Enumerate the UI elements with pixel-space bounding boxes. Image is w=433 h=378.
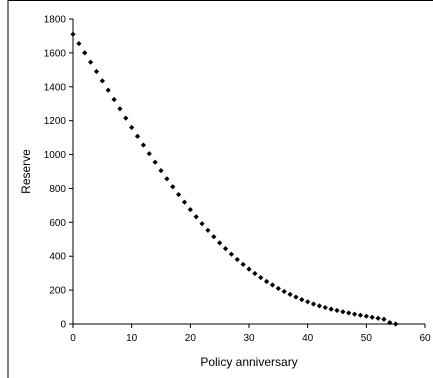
data-point [193, 214, 199, 220]
x-tick-label: 60 [419, 333, 431, 344]
data-point [322, 304, 328, 311]
data-point [258, 274, 264, 281]
x-tick-label: 30 [243, 333, 255, 344]
data-point [310, 301, 317, 307]
data-point [134, 133, 141, 139]
data-point [340, 309, 346, 315]
x-tick-label: 50 [361, 333, 373, 344]
x-tick-label: 20 [185, 333, 197, 344]
data-point [281, 288, 287, 295]
data-point [187, 207, 193, 213]
y-tick-label: 800 [49, 184, 66, 195]
data-point [264, 278, 270, 285]
data-point [299, 297, 305, 303]
data-point [363, 313, 369, 319]
data-point [99, 78, 105, 84]
data-point [170, 184, 176, 190]
data-point [252, 270, 258, 277]
data-point [293, 294, 299, 300]
axes: 0 200 400 600 800 1000 1200 1400 1600 1800 0 10 20 30… [44, 15, 431, 345]
data-point [211, 234, 217, 240]
data-point [228, 251, 234, 257]
data-point [316, 303, 322, 309]
data-point [334, 307, 340, 314]
data-point [181, 199, 188, 205]
data-point [234, 256, 240, 263]
data-point [240, 261, 246, 267]
data-point [287, 291, 293, 297]
data-point [199, 221, 205, 227]
x-tick-label: 40 [302, 333, 314, 344]
y-tick-label: 400 [49, 252, 66, 263]
data-point [346, 310, 352, 316]
y-tick-label: 1200 [44, 116, 67, 127]
data-point [146, 151, 152, 157]
data-point [123, 115, 129, 121]
y-axis-title: Reserve [19, 149, 33, 194]
data-point [93, 68, 100, 75]
x-tick-label: 0 [70, 333, 76, 344]
data-points [70, 31, 399, 327]
data-point [217, 240, 223, 246]
data-point [176, 191, 182, 198]
data-point [275, 285, 281, 292]
data-point [88, 59, 94, 65]
x-tick-label: 10 [126, 333, 138, 344]
y-tick-label: 0 [60, 320, 66, 331]
data-point [369, 314, 375, 320]
data-point [393, 321, 399, 327]
data-point [381, 316, 387, 322]
y-tick-label: 1600 [44, 48, 67, 59]
data-point [387, 320, 393, 326]
data-point [111, 96, 117, 103]
y-tick-label: 600 [49, 218, 66, 229]
data-point [105, 87, 111, 93]
data-point [70, 31, 76, 37]
data-point [205, 227, 211, 233]
data-point [246, 266, 252, 272]
data-point [352, 311, 358, 317]
data-point [375, 315, 381, 321]
data-point [222, 246, 229, 252]
data-point [117, 106, 123, 112]
y-tick-label: 1800 [44, 15, 67, 26]
y-tick-label: 1000 [44, 150, 67, 161]
data-point [357, 312, 364, 318]
data-point [140, 142, 146, 148]
x-axis-title: Policy anniversary [200, 355, 297, 369]
data-point [305, 299, 311, 305]
y-tick-label: 200 [49, 286, 66, 297]
data-point [129, 124, 135, 131]
data-point [152, 159, 158, 165]
data-point [328, 306, 334, 312]
data-point [76, 40, 82, 47]
data-point [269, 282, 276, 288]
data-point [164, 176, 170, 182]
y-tick-label: 1400 [44, 82, 67, 93]
data-point [82, 50, 88, 56]
data-point [158, 168, 164, 174]
